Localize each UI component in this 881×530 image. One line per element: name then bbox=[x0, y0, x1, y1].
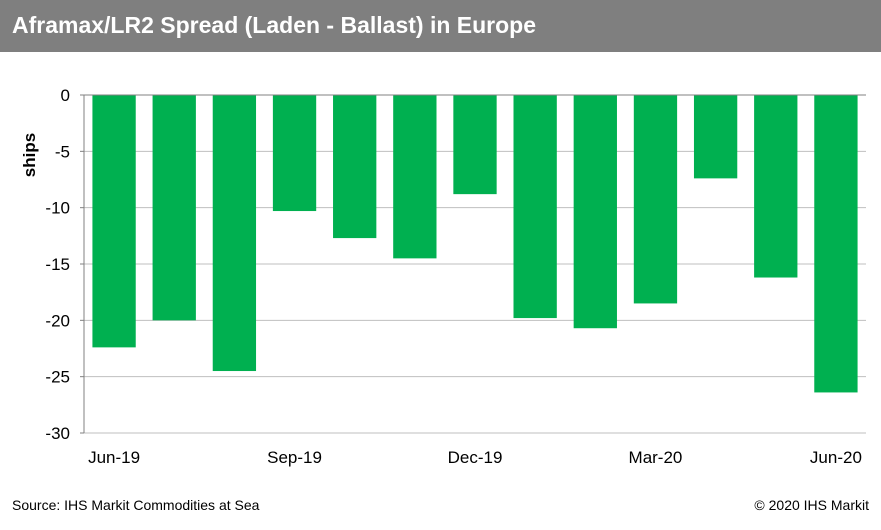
bar bbox=[152, 95, 196, 321]
bar bbox=[633, 95, 678, 304]
bar bbox=[272, 95, 317, 212]
bar bbox=[393, 95, 437, 259]
bar bbox=[754, 95, 798, 278]
chart-header: Aframax/LR2 Spread (Laden - Ballast) in … bbox=[0, 0, 881, 52]
y-tick-label: -20 bbox=[45, 311, 70, 330]
x-tick-label: Jun-19 bbox=[88, 448, 140, 467]
bar bbox=[693, 95, 738, 179]
y-tick-label: -30 bbox=[45, 424, 70, 443]
bar bbox=[453, 95, 497, 195]
y-axis-label: ships bbox=[20, 133, 39, 177]
x-tick-label: Sep-19 bbox=[267, 448, 322, 467]
chart-title: Aframax/LR2 Spread (Laden - Ballast) in … bbox=[12, 12, 537, 38]
bar bbox=[333, 95, 377, 239]
bar bbox=[814, 95, 858, 393]
bar-chart: 0 -5 -10 -15 -20 -25 -30 ships Jun-19 Sep-19 Dec-1… bbox=[20, 86, 866, 467]
x-tick-label: Dec-19 bbox=[448, 448, 503, 467]
x-tick-label: Mar-20 bbox=[629, 448, 683, 467]
y-tick-label: -5 bbox=[55, 142, 70, 161]
bar bbox=[513, 95, 557, 319]
x-tick-label: Jun-20 bbox=[810, 448, 862, 467]
y-tick-label: -25 bbox=[45, 368, 70, 387]
copyright-note: © 2020 IHS Markit bbox=[754, 497, 869, 513]
chart-area: 0 -5 -10 -15 -20 -25 -30 ships Jun-19 Sep-19 Dec-1… bbox=[0, 52, 881, 490]
bar bbox=[92, 95, 136, 348]
bar bbox=[573, 95, 617, 329]
y-tick-label: -15 bbox=[45, 255, 70, 274]
y-tick-label: 0 bbox=[61, 86, 70, 105]
source-note: Source: IHS Markit Commodities at Sea bbox=[12, 497, 260, 513]
y-tick-label: -10 bbox=[45, 199, 70, 218]
bar bbox=[212, 95, 257, 372]
